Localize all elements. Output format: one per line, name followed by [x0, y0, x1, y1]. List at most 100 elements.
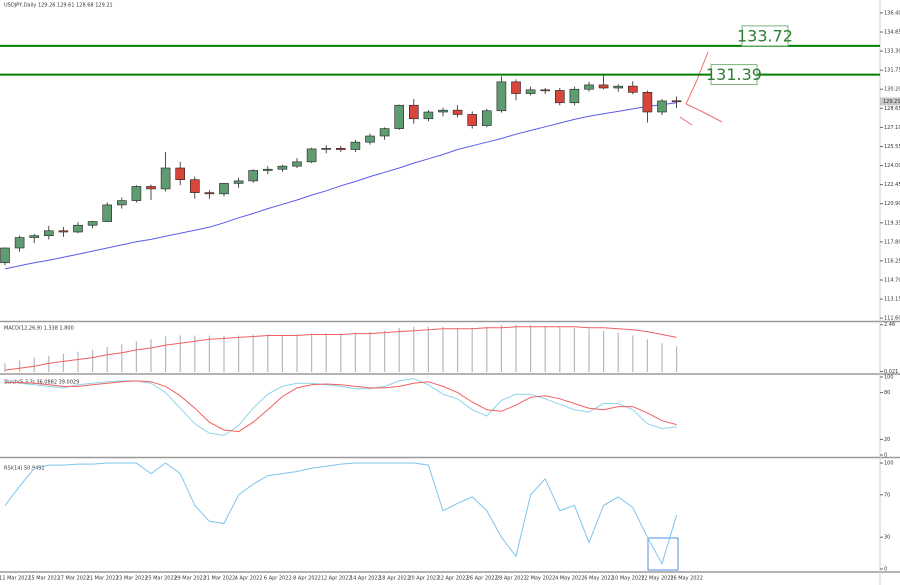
candle-body	[598, 84, 609, 89]
x-tick-label: 8 Apr 2022	[293, 576, 321, 582]
y-tick-label: 100	[884, 375, 894, 381]
candle-body	[29, 235, 40, 238]
forecast-up	[685, 51, 709, 105]
candle-body	[350, 141, 361, 150]
x-tick-label: 22 Apr 2022	[438, 576, 469, 582]
candle-body	[423, 111, 434, 120]
y-tick-label: 0	[884, 567, 887, 573]
y-tick-label: 113.15	[884, 297, 900, 303]
candle-body	[554, 90, 565, 104]
candle-body	[584, 84, 594, 90]
forecast-arrows	[679, 51, 723, 126]
x-tick-label: 29 Mar 2022	[174, 576, 206, 582]
candle-body	[540, 89, 551, 92]
candle-body	[408, 104, 419, 120]
pane-title: USDJPY,Daily 129.26 129.61 128.68 129.21	[4, 3, 113, 9]
x-tick-label: 25 Mar 2022	[145, 576, 177, 582]
candle-body	[43, 230, 54, 236]
candle-body	[14, 237, 25, 249]
y-tick-label: 125.55	[884, 144, 900, 150]
candle-body	[569, 88, 580, 104]
candle-body	[627, 85, 638, 93]
y-tick-label: 116.25	[884, 258, 900, 264]
y-tick-label: 136.40	[884, 10, 900, 16]
stoch-line	[4, 378, 677, 437]
y-tick-label: 117.80	[884, 239, 900, 245]
candle-body	[379, 128, 390, 137]
candle-body	[58, 230, 69, 233]
y-tick-label: 111.60	[884, 316, 900, 322]
candle-body	[131, 186, 142, 201]
candle-body	[190, 179, 200, 193]
candle-body	[365, 135, 375, 143]
x-tick-label: 4 May 2022	[555, 576, 584, 582]
candle-body	[248, 170, 258, 182]
x-tick-label: 17 Mar 2022	[58, 576, 90, 582]
candle-body	[87, 221, 98, 226]
candle-body	[0, 247, 10, 264]
candle-body	[642, 92, 653, 113]
x-tick-label: 11 Mar 2022	[0, 576, 31, 582]
candle-body	[335, 148, 346, 150]
x-tick-label: 12 May 2022	[641, 576, 674, 582]
candle-body	[511, 81, 521, 94]
candle-body	[219, 183, 229, 195]
y-tick-label: 100	[884, 461, 894, 467]
y-tick-label: 80	[884, 390, 890, 396]
candle-body	[160, 167, 171, 190]
y-tick-label: 2.46	[884, 322, 895, 328]
x-tick-label: 6 Apr 2022	[264, 576, 292, 582]
y-tick-label: 119.35	[884, 220, 900, 226]
candle-body	[262, 168, 273, 171]
level-label: 133.72	[737, 26, 793, 45]
y-tick-label: 30	[884, 535, 890, 541]
rsi-line	[4, 462, 678, 565]
candle-body	[277, 165, 288, 170]
pane-title: Stoch(5,3,3) 36.0882 39.0029	[4, 380, 79, 386]
stoch-line	[5, 380, 677, 433]
y-tick-label: 120.90	[884, 201, 900, 207]
candle-body	[204, 192, 215, 195]
x-tick-label: 14 Apr 2022	[350, 576, 381, 582]
candle-body	[452, 109, 463, 115]
pane-title: MACD(12,26,9) 1.338 1.800	[4, 326, 74, 332]
candle-body	[233, 180, 244, 184]
macd-signal	[4, 326, 677, 371]
y-tick-label: 114.70	[884, 278, 900, 284]
x-tick-label: 4 Apr 2022	[235, 576, 263, 582]
moving-average	[4, 102, 677, 270]
candle-body	[73, 224, 83, 233]
candle-body	[657, 100, 667, 113]
y-tick-label: 130.20	[884, 87, 900, 93]
x-tick-label: 23 Mar 2022	[116, 576, 148, 582]
y-tick-label: 134.85	[884, 30, 900, 36]
x-tick-label: 16 May 2022	[670, 576, 703, 582]
candle-body	[117, 200, 127, 206]
candle-body	[613, 85, 624, 89]
y-tick-label: 122.45	[884, 182, 900, 188]
x-tick-label: 31 Mar 2022	[204, 576, 236, 582]
y-tick-label: 127.10	[884, 125, 900, 131]
candle-body	[175, 167, 185, 180]
y-tick-label: 20	[884, 437, 890, 443]
forecast-short	[679, 116, 693, 126]
x-tick-label: 2 May 2022	[526, 576, 555, 582]
x-tick-label: 15 Mar 2022	[28, 576, 60, 582]
candle-body	[146, 186, 156, 190]
level-label-box	[710, 64, 758, 86]
candle-body	[481, 110, 492, 126]
candle-body	[438, 109, 448, 113]
x-tick-label: 18 Apr 2022	[379, 576, 410, 582]
candle-body	[525, 89, 536, 94]
price-box	[880, 97, 900, 106]
rsi-highlight	[647, 537, 679, 571]
y-tick-label: 131.75	[884, 68, 900, 74]
y-tick-label: 0.021	[884, 369, 898, 375]
forecast-down	[685, 103, 723, 123]
current-price: 129.21	[883, 99, 900, 105]
x-tick-label: 12 Apr 2022	[321, 576, 352, 582]
candle-body	[671, 100, 682, 103]
